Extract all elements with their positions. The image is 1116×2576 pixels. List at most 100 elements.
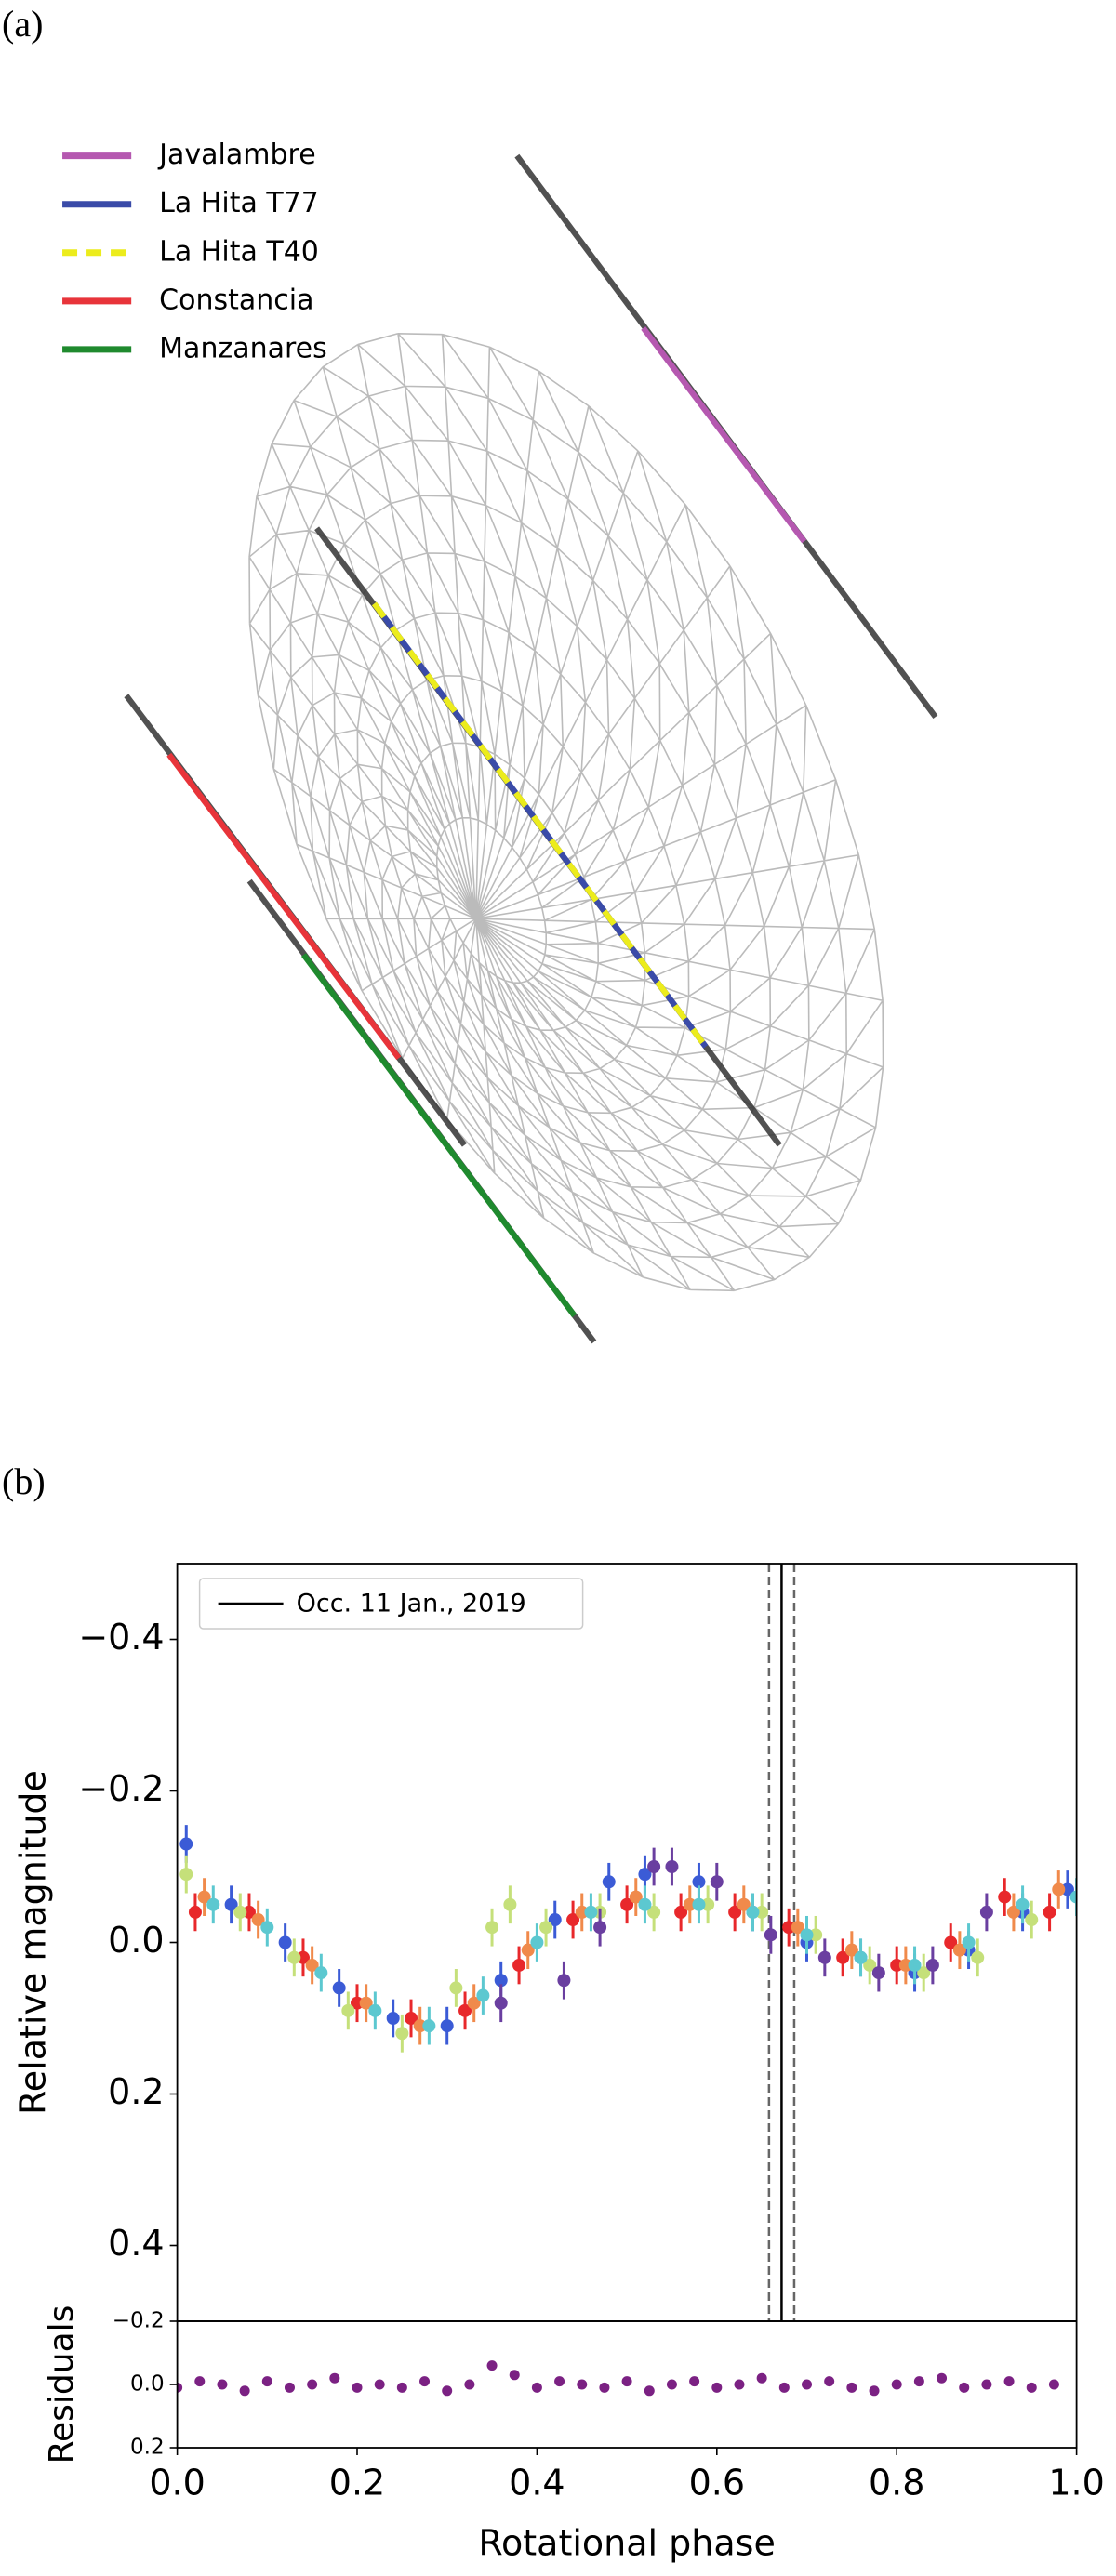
- x-tick-label: 0.4: [509, 2463, 565, 2503]
- data-point: [602, 1875, 616, 1889]
- data-point: [440, 2019, 454, 2033]
- data-point: [621, 2376, 632, 2387]
- y-tick-label: 0.2: [130, 2436, 165, 2460]
- data-point: [1026, 2382, 1037, 2393]
- data-point: [746, 1905, 760, 1919]
- axes-frame: [176, 1563, 1078, 2322]
- data-point: [1025, 1913, 1039, 1927]
- data-point: [278, 1935, 292, 1949]
- data-point: [554, 2376, 565, 2387]
- data-point: [891, 2379, 902, 2390]
- y-tick-label: 0.4: [108, 2223, 164, 2264]
- data-point: [710, 1875, 724, 1889]
- x-tick-label: 0.2: [329, 2463, 385, 2503]
- data-point: [239, 2385, 250, 2397]
- data-point: [1043, 1905, 1056, 1919]
- data-point: [1048, 2379, 1059, 2390]
- data-layer: [177, 2360, 1059, 2397]
- data-point: [962, 1935, 976, 1949]
- data-point: [846, 2382, 857, 2393]
- data-point: [395, 2027, 409, 2041]
- y-axis-label: Relative magnitude: [13, 1770, 54, 2115]
- data-point: [566, 1913, 580, 1927]
- chord-segment: [300, 953, 578, 1318]
- data-point: [352, 2382, 363, 2393]
- data-point: [307, 2379, 318, 2390]
- data-point: [908, 1958, 922, 1972]
- data-point: [284, 2382, 295, 2393]
- data-point: [494, 1974, 508, 1988]
- data-point: [530, 1935, 544, 1949]
- data-point: [557, 1974, 571, 1988]
- x-tick-label: 1.0: [1048, 2463, 1104, 2503]
- data-point: [512, 1958, 526, 1972]
- data-point: [503, 1897, 517, 1911]
- data-point: [782, 1921, 796, 1935]
- x-tick-label: 0.6: [689, 2463, 745, 2503]
- data-point: [737, 1897, 751, 1911]
- data-point: [790, 1921, 804, 1935]
- data-point: [728, 1905, 742, 1919]
- chord-segment: [166, 752, 402, 1061]
- data-point: [802, 2379, 812, 2390]
- data-point: [584, 1905, 598, 1919]
- data-point: [494, 1996, 508, 2010]
- data-point: [959, 2382, 970, 2393]
- data-layer: [179, 1564, 1077, 2321]
- data-point: [869, 2385, 880, 2397]
- data-point: [405, 2012, 418, 2025]
- data-point: [692, 1875, 706, 1889]
- data-point: [206, 1897, 220, 1911]
- data-point: [629, 1890, 643, 1904]
- data-point: [486, 2360, 498, 2371]
- data-point: [824, 2376, 835, 2387]
- y-tick-label: −0.4: [78, 1617, 164, 1658]
- data-point: [314, 1966, 328, 1980]
- data-point: [689, 2376, 700, 2387]
- data-point: [197, 1890, 211, 1904]
- data-point: [449, 1981, 463, 1995]
- data-point: [913, 2376, 924, 2387]
- data-point: [944, 1935, 958, 1949]
- data-point: [422, 2019, 436, 2033]
- data-point: [287, 1950, 301, 1964]
- legend-label: Occ. 11 Jan., 2019: [297, 1590, 526, 1618]
- y-tick-label: −0.2: [78, 1768, 164, 1809]
- data-point: [485, 1921, 499, 1935]
- data-point: [836, 1950, 850, 1964]
- data-point: [442, 2385, 453, 2397]
- legend-box: [198, 1578, 584, 1630]
- data-point: [305, 1958, 319, 1972]
- data-point: [1006, 1905, 1020, 1919]
- data-point: [854, 1950, 868, 1964]
- legend-label: La Hita T40: [159, 235, 319, 268]
- data-point: [979, 1905, 993, 1919]
- legend: Javalambre La Hita T77 La Hita T40 Constanc…: [62, 139, 327, 364]
- data-point: [224, 1897, 238, 1911]
- data-point: [863, 1958, 877, 1972]
- data-point: [937, 2372, 948, 2384]
- data-point: [351, 1996, 364, 2010]
- data-point: [844, 1943, 858, 1957]
- data-point: [413, 2019, 427, 2033]
- data-point: [971, 1950, 985, 1964]
- data-point: [778, 2382, 790, 2393]
- data-point: [890, 1958, 904, 1972]
- data-point: [898, 1958, 912, 1972]
- data-point: [464, 2379, 475, 2390]
- data-point: [1070, 1890, 1077, 1904]
- data-point: [711, 2382, 723, 2393]
- data-point: [260, 1921, 274, 1935]
- data-point: [647, 1905, 661, 1919]
- data-point: [539, 1921, 553, 1935]
- data-point: [666, 2379, 677, 2390]
- data-point: [917, 1966, 931, 1980]
- y-tick-label: 0.0: [108, 1920, 164, 1961]
- data-point: [419, 2376, 431, 2387]
- legend-label: Constancia: [159, 284, 313, 316]
- data-point: [620, 1897, 634, 1911]
- y-axis-label: Residuals: [43, 2305, 81, 2464]
- data-point: [734, 2379, 745, 2390]
- data-point: [599, 2382, 610, 2393]
